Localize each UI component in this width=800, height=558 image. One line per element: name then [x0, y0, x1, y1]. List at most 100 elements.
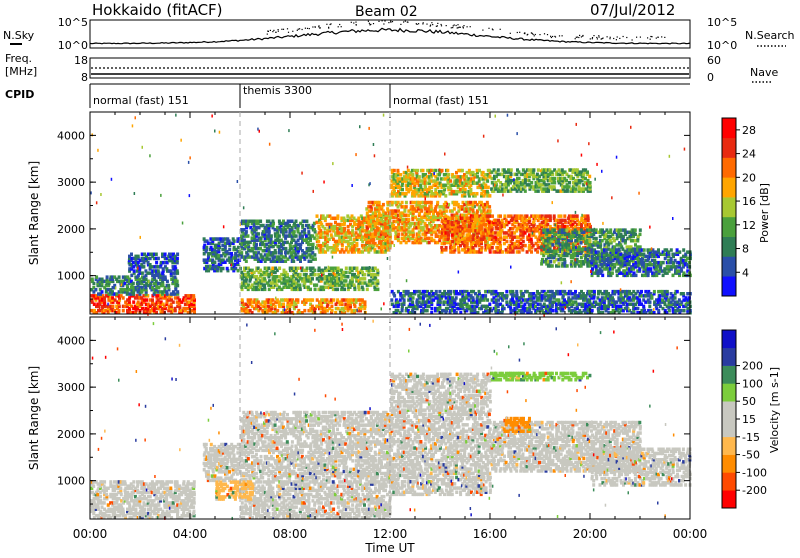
- echo-cell: [257, 232, 260, 236]
- echo-cell: [328, 273, 331, 277]
- nsearch-point: [453, 25, 454, 26]
- echo-cell: [167, 284, 170, 288]
- echo-cell: [316, 214, 319, 218]
- echo-cell: [376, 218, 379, 222]
- echo-cell: [561, 219, 564, 223]
- nsearch-point: [326, 24, 327, 25]
- echo-cell: [344, 219, 347, 223]
- echo-cell: [301, 224, 304, 228]
- nsearch-point: [451, 27, 452, 28]
- nsky-label: N.Sky: [3, 29, 35, 42]
- echo-cell: [634, 233, 637, 237]
- echo-cell: [573, 221, 576, 225]
- echo-cell: [463, 244, 466, 248]
- echo-cell: [588, 175, 591, 179]
- echo-cell: [401, 201, 404, 205]
- echo-cell: [576, 214, 579, 218]
- nsearch-point: [616, 39, 617, 40]
- echo-cell: [132, 282, 135, 286]
- echo-cell: [106, 275, 109, 279]
- echo-cell: [259, 220, 262, 224]
- echo-cell: [330, 305, 333, 309]
- echo-cell: [589, 181, 592, 185]
- echo-cell: [586, 254, 589, 258]
- echo-cell: [363, 273, 366, 277]
- echo-cell: [240, 251, 243, 255]
- nsearch-point: [446, 25, 447, 26]
- echo-cell: [303, 309, 306, 313]
- echo-cell: [293, 279, 296, 283]
- echo-cell: [176, 280, 179, 284]
- nsearch-point: [368, 21, 369, 22]
- echo-cell: [164, 253, 167, 257]
- echo-cell: [101, 290, 104, 294]
- echo-cell: [488, 194, 491, 198]
- nsearch-point: [351, 22, 352, 23]
- echo-cell: [232, 237, 235, 241]
- echo-cell: [599, 235, 602, 239]
- nsearch-point: [297, 30, 298, 31]
- echo-cell: [353, 217, 356, 221]
- echo-cell: [245, 230, 248, 234]
- nsearch-point: [462, 26, 463, 27]
- nsearch-point: [617, 36, 618, 37]
- echo-cell: [314, 288, 317, 292]
- nsearch-point: [599, 37, 600, 38]
- echo-cell: [192, 294, 195, 298]
- nsearch-point: [299, 28, 300, 29]
- echo-cell: [222, 267, 225, 271]
- echo-cell: [255, 226, 258, 230]
- nsearch-point: [298, 29, 299, 30]
- echo-cell: [436, 177, 439, 181]
- nsearch-point: [441, 24, 442, 25]
- echo-cell: [386, 207, 389, 211]
- echo-cell: [118, 275, 121, 279]
- echo-cell: [457, 221, 460, 225]
- echo-cell: [314, 273, 317, 277]
- echo-cell: [471, 246, 474, 250]
- echo-cell: [261, 241, 264, 245]
- echo-cell: [491, 214, 494, 218]
- cpid-label: CPID: [5, 88, 34, 101]
- noise-trace: [90, 20, 690, 44]
- echo-cell: [363, 277, 366, 281]
- echo-cell: [549, 260, 552, 264]
- nsearch-point: [613, 38, 614, 39]
- echo-cell: [328, 238, 331, 242]
- nsearch-point: [292, 31, 293, 32]
- echo-cell: [405, 205, 408, 209]
- echo-cell: [419, 184, 422, 188]
- echo-cell: [567, 243, 570, 247]
- echo-cell: [251, 236, 254, 240]
- echo-cell: [378, 201, 381, 205]
- nsearch-point: [330, 23, 331, 24]
- echo-cell: [355, 242, 358, 246]
- nsearch-point: [661, 36, 662, 37]
- echo-cell: [588, 239, 591, 243]
- echo-cell: [307, 230, 310, 234]
- nsearch-point: [578, 37, 579, 38]
- echo-cell: [280, 277, 283, 281]
- echo-cell: [309, 267, 312, 271]
- echo-cell: [563, 214, 566, 218]
- echo-cell: [386, 226, 389, 230]
- echo-cell: [149, 263, 152, 267]
- nsearch-point: [510, 33, 511, 34]
- echo-cell: [607, 257, 610, 261]
- nsearch-point: [552, 36, 553, 37]
- echo-cell: [374, 273, 377, 277]
- echo-cell: [484, 223, 487, 227]
- echo-cell: [451, 217, 454, 221]
- echo-cell: [313, 253, 316, 257]
- echo-cell: [476, 214, 479, 218]
- echo-cell: [347, 275, 350, 279]
- echo-cell: [155, 253, 158, 257]
- echo-cell: [371, 241, 374, 245]
- echo-cell: [282, 247, 285, 251]
- echo-cell: [176, 290, 179, 294]
- freq-panel: 18 8 60 0 Freq. [MHz] Nave: [5, 52, 778, 84]
- echo-cell: [568, 181, 571, 185]
- nsearch-point: [328, 27, 329, 28]
- echo-cell: [453, 175, 456, 179]
- nsearch-point: [416, 23, 417, 24]
